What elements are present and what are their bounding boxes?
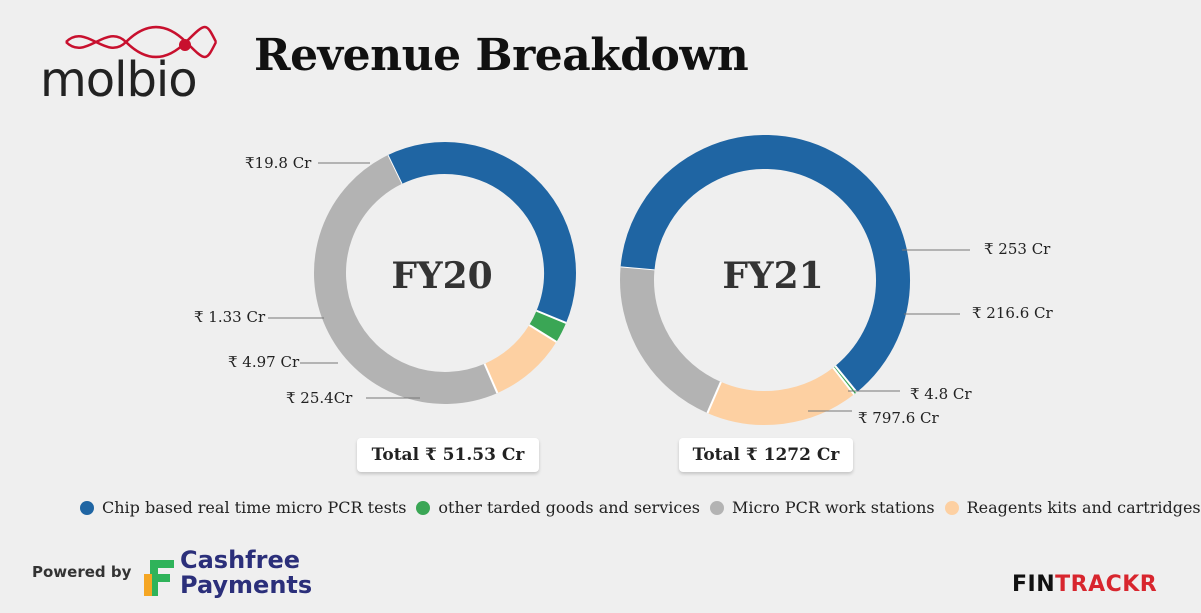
total-badge-fy21: Total ₹ 1272 Cr (679, 438, 853, 472)
donut-slice-0-3 (314, 155, 498, 404)
cashfree-text: Cashfree Payments (180, 548, 312, 598)
page-title: Revenue Breakdown (254, 30, 749, 81)
data-label: ₹ 216.6 Cr (972, 304, 1053, 322)
legend-item-chip-pcr-tests: Chip based real time micro PCR tests (80, 498, 406, 517)
donut-center-label-fy21: FY21 (722, 255, 823, 297)
dna-helix-icon (65, 25, 218, 59)
cashfree-logo: Cashfree Payments (142, 548, 322, 602)
data-label: ₹ 1.33 Cr (194, 308, 266, 326)
legend-label: Micro PCR work stations (732, 498, 935, 517)
donut-slice-1-3 (620, 267, 722, 414)
data-label: ₹ 797.6 Cr (858, 409, 939, 427)
legend-swatch (710, 500, 724, 515)
donut-slice-1-0 (620, 135, 910, 393)
data-label: ₹ 253 Cr (984, 240, 1051, 258)
legend-label: other tarded goods and services (438, 498, 700, 517)
data-label: ₹ 25.4Cr (286, 389, 353, 407)
total-badge-fy20: Total ₹ 51.53 Cr (357, 438, 539, 472)
donut-slice-0-1 (529, 310, 567, 342)
legend-item-reagents-kits: Reagents kits and cartridges (944, 498, 1201, 517)
donut-center-label-fy20: FY20 (391, 255, 492, 297)
legend-item-other-goods: other tarded goods and services (416, 498, 700, 517)
chart-legend: Chip based real time micro PCR tests oth… (80, 498, 1201, 517)
slice-separator (706, 381, 722, 414)
powered-by-text: Powered by (32, 563, 132, 581)
data-label: ₹ 4.8 Cr (910, 385, 972, 403)
donut-slice-1-2 (707, 367, 855, 425)
slice-separator (536, 309, 567, 324)
slice-separator (528, 324, 557, 343)
fintrackr-logo: FINTRACKR (1012, 572, 1157, 597)
slice-separator (483, 363, 499, 394)
cashfree-line2: Payments (180, 571, 313, 599)
cashfree-line1: Cashfree (180, 546, 301, 574)
legend-label: Reagents kits and cartridges (966, 498, 1201, 517)
logo-text: molbio (40, 52, 198, 108)
donut-slice-0-0 (387, 142, 576, 323)
data-label: ₹ 4.97 Cr (228, 353, 300, 371)
legend-label: Chip based real time micro PCR tests (102, 498, 407, 517)
fintrackr-trackr: TRACKR (1055, 572, 1158, 597)
legend-swatch (944, 500, 959, 515)
molbio-logo: molbio (36, 22, 236, 112)
donut-slice-0-2 (484, 324, 557, 394)
slice-separator (834, 365, 858, 393)
data-label: ₹19.8 Cr (245, 154, 312, 172)
legend-swatch (416, 500, 431, 515)
legend-item-work-stations: Micro PCR work stations (710, 498, 935, 517)
donut-chart-fy21 (620, 135, 910, 425)
cashfree-icon (144, 560, 174, 596)
slice-separator (832, 366, 855, 396)
legend-swatch (80, 500, 94, 515)
fintrackr-fin: FIN (1012, 572, 1056, 597)
donut-chart-fy20 (314, 142, 576, 404)
